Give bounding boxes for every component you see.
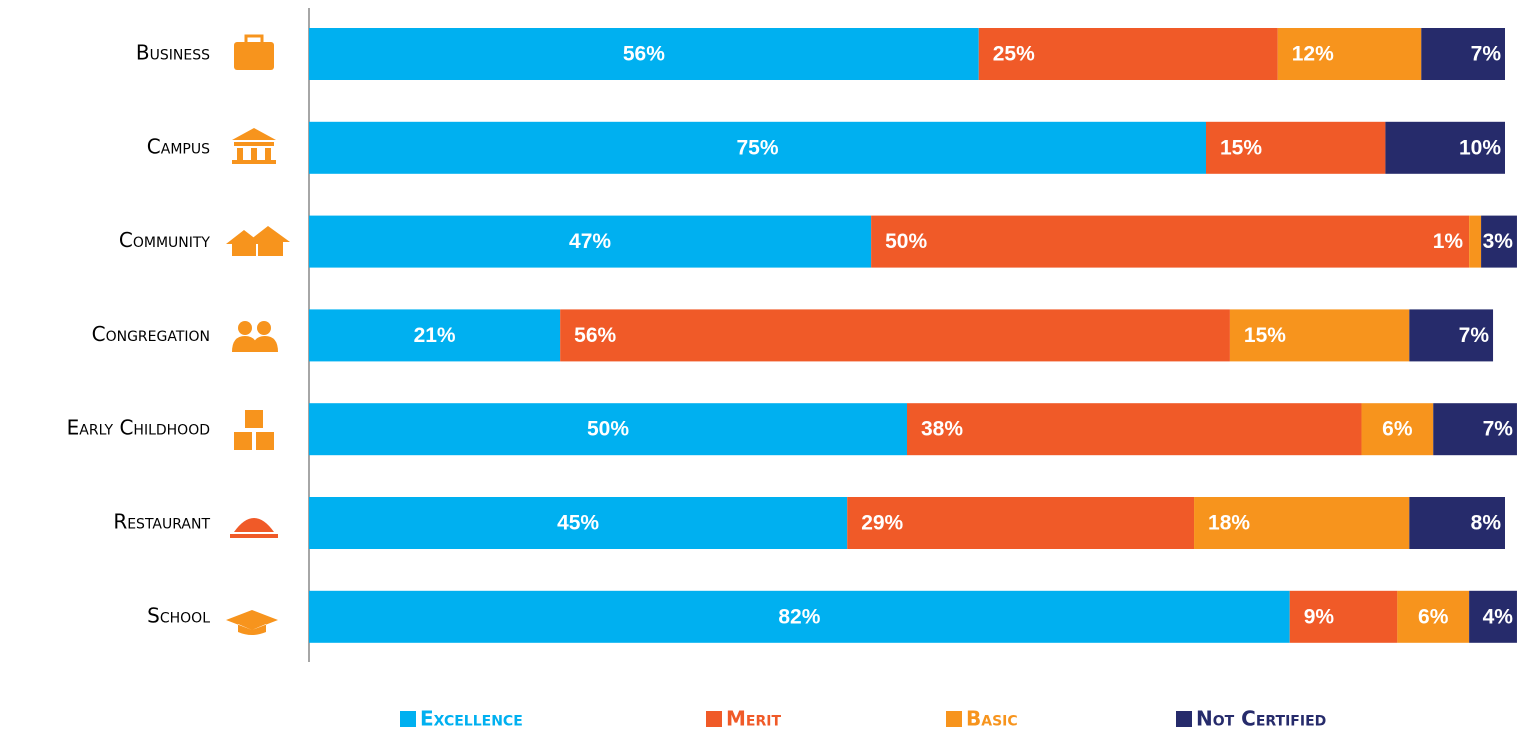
value-label: 29% bbox=[861, 512, 903, 535]
category-label: Congregation bbox=[92, 322, 210, 346]
legend-label: Basic bbox=[966, 707, 1018, 731]
value-label: 7% bbox=[1459, 324, 1490, 347]
value-label: 1% bbox=[1433, 230, 1464, 253]
icon-congregation bbox=[238, 321, 252, 335]
bar-segment bbox=[309, 28, 979, 80]
bar-segment bbox=[871, 215, 1470, 268]
bar-segment bbox=[1206, 121, 1386, 174]
bar-segment bbox=[309, 590, 1290, 643]
category-label: Early Childhood bbox=[67, 416, 210, 440]
value-label: 38% bbox=[921, 418, 963, 441]
icon-school bbox=[226, 610, 278, 635]
legend-label: Not Certified bbox=[1196, 707, 1326, 731]
icon-business-handle bbox=[244, 34, 264, 46]
legend-swatch bbox=[706, 711, 722, 727]
icon-congregation bbox=[232, 336, 278, 352]
icon-block bbox=[245, 410, 263, 428]
icon-congregation bbox=[257, 321, 271, 335]
legend-swatch bbox=[400, 711, 416, 727]
bar-segment bbox=[1277, 28, 1422, 80]
bar-segment bbox=[309, 309, 561, 362]
value-label: 15% bbox=[1220, 136, 1262, 159]
legend-label: Excellence bbox=[420, 707, 523, 731]
bar-segment bbox=[1421, 28, 1505, 80]
icon-block bbox=[256, 432, 274, 450]
icon-campus bbox=[232, 128, 276, 164]
bar-segment bbox=[309, 403, 907, 456]
value-label: 50% bbox=[587, 418, 629, 441]
icon-business bbox=[234, 42, 274, 70]
bar-segment bbox=[907, 403, 1362, 456]
bar-segment bbox=[1397, 590, 1470, 643]
category-label: Restaurant bbox=[113, 510, 210, 534]
value-label: 56% bbox=[574, 324, 616, 347]
category-icons bbox=[226, 34, 290, 635]
legend-label: Merit bbox=[726, 707, 781, 731]
icon-community bbox=[226, 226, 290, 256]
value-label: 8% bbox=[1471, 512, 1502, 535]
bar-segment bbox=[1229, 309, 1410, 362]
bar-segment bbox=[978, 28, 1278, 80]
value-label: 75% bbox=[736, 136, 778, 159]
value-label: 45% bbox=[557, 512, 599, 535]
bar-segment bbox=[1361, 403, 1434, 456]
bar-segment bbox=[1385, 121, 1505, 174]
category-label: Campus bbox=[147, 134, 210, 158]
value-label: 21% bbox=[414, 324, 456, 347]
bar-segment bbox=[560, 309, 1230, 362]
bar-segment bbox=[1469, 590, 1517, 643]
icon-restaurant bbox=[230, 518, 278, 538]
value-label: 12% bbox=[1292, 43, 1334, 66]
bar-segment bbox=[1409, 309, 1494, 362]
bar-segment bbox=[309, 215, 872, 268]
category-label: School bbox=[147, 603, 210, 627]
bar-segment bbox=[1409, 497, 1505, 549]
bar-segment bbox=[309, 497, 848, 549]
value-label: 50% bbox=[885, 230, 927, 253]
value-label: 9% bbox=[1304, 605, 1335, 628]
value-label: 15% bbox=[1244, 324, 1286, 347]
bar-segment bbox=[1469, 215, 1482, 268]
bar-segment bbox=[309, 121, 1206, 174]
category-label: Business bbox=[136, 41, 210, 65]
bar-segment bbox=[1481, 215, 1517, 268]
value-label: 6% bbox=[1382, 418, 1413, 441]
bar-segment bbox=[847, 497, 1195, 549]
value-label: 25% bbox=[993, 43, 1035, 66]
value-label: 47% bbox=[569, 230, 611, 253]
bar-segment bbox=[1289, 590, 1398, 643]
value-label: 56% bbox=[623, 43, 665, 66]
value-label: 7% bbox=[1483, 418, 1514, 441]
bar-segment bbox=[1433, 403, 1517, 456]
value-label: 7% bbox=[1471, 43, 1502, 66]
legend-swatch bbox=[946, 711, 962, 727]
value-label: 4% bbox=[1483, 605, 1514, 628]
bar-segment bbox=[1194, 497, 1410, 549]
value-label: 6% bbox=[1418, 605, 1449, 628]
value-label: 3% bbox=[1483, 230, 1514, 253]
legend-swatch bbox=[1176, 711, 1192, 727]
icon-block bbox=[234, 432, 252, 450]
value-label: 18% bbox=[1208, 512, 1250, 535]
value-label: 10% bbox=[1459, 136, 1501, 159]
category-label: Community bbox=[119, 228, 211, 252]
value-label: 82% bbox=[778, 605, 820, 628]
